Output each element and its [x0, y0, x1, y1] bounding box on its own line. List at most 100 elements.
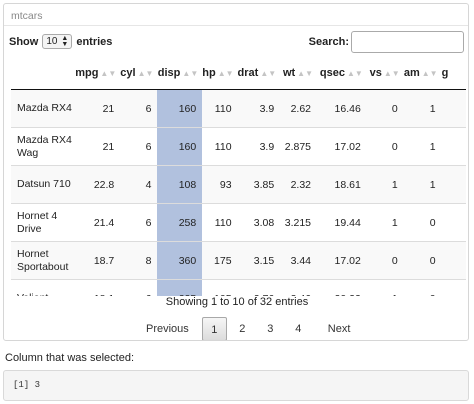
cell-wt[interactable]: 2.32 — [280, 165, 318, 204]
cell-qsec[interactable]: 18.61 — [317, 165, 367, 204]
column-header-vs[interactable]: vs ▲▼ — [366, 56, 404, 90]
cell-drat[interactable]: 3.9 — [237, 127, 281, 166]
row-name-cell[interactable]: Hornet 4 Drive — [11, 203, 76, 242]
page-button-4[interactable]: 4 — [295, 323, 302, 335]
cell-vs[interactable]: 1 — [366, 279, 404, 296]
cell-disp[interactable]: 108 — [157, 165, 203, 204]
sort-icon: ▲▼ — [297, 68, 314, 78]
cell-g[interactable] — [441, 203, 466, 242]
cell-qsec[interactable]: 20.22 — [317, 279, 367, 296]
cell-g[interactable] — [441, 127, 466, 166]
cell-drat[interactable]: 3.08 — [237, 203, 281, 242]
cell-wt[interactable]: 3.44 — [280, 241, 318, 280]
column-header-disp[interactable]: disp ▲▼ — [157, 56, 203, 90]
select-arrows-icon: ▲ ▼ — [61, 34, 69, 48]
column-header-g[interactable]: g — [441, 56, 466, 90]
table-row[interactable]: Hornet 4 Drive 21.4 6 258 110 3.08 3.215 19.44 1… — [11, 203, 466, 242]
cell-hp[interactable]: 110 — [202, 203, 238, 242]
table-viewport[interactable]: mpg ▲▼ cyl ▲▼ disp ▲▼ hp ▲▼ drat ▲▼ wt ▲▼ qsec ▲▼ vs ▲▼… — [11, 56, 466, 296]
column-header-cyl[interactable]: cyl ▲▼ — [120, 56, 158, 90]
cell-am[interactable]: 1 — [403, 127, 442, 166]
cell-mpg[interactable]: 21 — [75, 127, 121, 166]
cell-disp[interactable]: 225 — [157, 279, 203, 296]
cell-cyl[interactable]: 4 — [120, 165, 158, 204]
cell-cyl[interactable]: 6 — [120, 279, 158, 296]
cell-disp[interactable]: 160 — [157, 127, 203, 166]
table-row[interactable]: Mazda RX4 Wag 21 6 160 110 3.9 2.875 17.02 0 1 — [11, 127, 466, 166]
page-button-1[interactable]: 1 — [201, 317, 227, 340]
cell-drat[interactable]: 3.9 — [237, 89, 281, 128]
cell-wt[interactable]: 2.875 — [280, 127, 318, 166]
cell-g[interactable] — [441, 279, 466, 296]
column-header-rownames[interactable] — [11, 56, 76, 90]
row-name-cell[interactable]: Valiant — [11, 279, 76, 296]
cell-disp[interactable]: 360 — [157, 241, 203, 280]
cell-hp[interactable]: 175 — [202, 241, 238, 280]
previous-button[interactable]: Previous — [146, 323, 189, 335]
cell-mpg[interactable]: 18.7 — [75, 241, 121, 280]
cell-vs[interactable]: 0 — [366, 127, 404, 166]
row-name-cell[interactable]: Hornet Sportabout — [11, 241, 76, 280]
cell-wt[interactable]: 3.215 — [280, 203, 318, 242]
cell-cyl[interactable]: 6 — [120, 203, 158, 242]
cell-drat[interactable]: 3.15 — [237, 241, 281, 280]
page-button-2[interactable]: 2 — [239, 323, 246, 335]
cell-wt[interactable]: 2.62 — [280, 89, 318, 128]
search-input[interactable] — [351, 31, 464, 53]
cell-g[interactable] — [441, 165, 466, 204]
cell-mpg[interactable]: 22.8 — [75, 165, 121, 204]
cell-hp[interactable]: 110 — [202, 89, 238, 128]
cell-cyl[interactable]: 6 — [120, 127, 158, 166]
cell-vs[interactable]: 1 — [366, 165, 404, 204]
sort-icon: ▲▼ — [421, 68, 438, 78]
cell-mpg[interactable]: 18.1 — [75, 279, 121, 296]
column-header-qsec[interactable]: qsec ▲▼ — [317, 56, 367, 90]
cell-qsec[interactable]: 17.02 — [317, 127, 367, 166]
cell-drat[interactable]: 2.76 — [237, 279, 281, 296]
cell-am[interactable]: 0 — [403, 203, 442, 242]
cell-vs[interactable]: 0 — [366, 89, 404, 128]
cell-disp[interactable]: 160 — [157, 89, 203, 128]
column-header-mpg[interactable]: mpg ▲▼ — [75, 56, 121, 90]
cell-am[interactable]: 0 — [403, 279, 442, 296]
cell-qsec[interactable]: 19.44 — [317, 203, 367, 242]
cell-g[interactable] — [441, 241, 466, 280]
column-header-drat[interactable]: drat ▲▼ — [237, 56, 281, 90]
table-row[interactable]: Datsun 710 22.8 4 108 93 3.85 2.32 18.61 1 1 — [11, 165, 466, 204]
table-info: Showing 1 to 10 of 32 entries — [165, 296, 309, 308]
column-header-am[interactable]: am ▲▼ — [403, 56, 442, 90]
next-button[interactable]: Next — [327, 323, 351, 335]
cell-vs[interactable]: 1 — [366, 203, 404, 242]
cell-wt[interactable]: 3.46 — [280, 279, 318, 296]
column-header-wt[interactable]: wt ▲▼ — [280, 56, 318, 90]
cell-am[interactable]: 0 — [403, 241, 442, 280]
table-row[interactable]: Mazda RX4 21 6 160 110 3.9 2.62 16.46 0 1 — [11, 89, 466, 128]
cell-drat[interactable]: 3.85 — [237, 165, 281, 204]
row-name-cell[interactable]: Datsun 710 — [11, 165, 76, 204]
cell-hp[interactable]: 110 — [202, 127, 238, 166]
cell-vs[interactable]: 0 — [366, 241, 404, 280]
cell-cyl[interactable]: 6 — [120, 89, 158, 128]
cell-hp[interactable]: 93 — [202, 165, 238, 204]
column-header-hp[interactable]: hp ▲▼ — [202, 56, 238, 90]
table-header-row: mpg ▲▼ cyl ▲▼ disp ▲▼ hp ▲▼ drat ▲▼ wt ▲▼ qsec ▲▼ vs ▲▼… — [11, 56, 466, 90]
page-length-select[interactable]: 10 ▲ ▼ — [42, 34, 73, 49]
cell-hp[interactable]: 105 — [202, 279, 238, 296]
cell-am[interactable]: 1 — [403, 165, 442, 204]
cell-g[interactable] — [441, 89, 466, 128]
cell-disp[interactable]: 258 — [157, 203, 203, 242]
search-label: Search: — [308, 36, 349, 48]
row-name-cell[interactable]: Mazda RX4 Wag — [11, 127, 76, 166]
cell-cyl[interactable]: 8 — [120, 241, 158, 280]
column-header-label: vs — [369, 66, 382, 79]
table-row[interactable]: Valiant18.162251052.763.4620.2210 — [11, 279, 466, 296]
cell-am[interactable]: 1 — [403, 89, 442, 128]
table-row[interactable]: Hornet Sportabout 18.7 8 360 175 3.15 3.44 17.0… — [11, 241, 466, 280]
cell-qsec[interactable]: 16.46 — [317, 89, 367, 128]
row-name-cell[interactable]: Mazda RX4 — [11, 89, 76, 128]
cell-qsec[interactable]: 17.02 — [317, 241, 367, 280]
page-button-3[interactable]: 3 — [267, 323, 274, 335]
cell-mpg[interactable]: 21.4 — [75, 203, 121, 242]
cell-mpg[interactable]: 21 — [75, 89, 121, 128]
show-label: Show — [9, 35, 39, 48]
